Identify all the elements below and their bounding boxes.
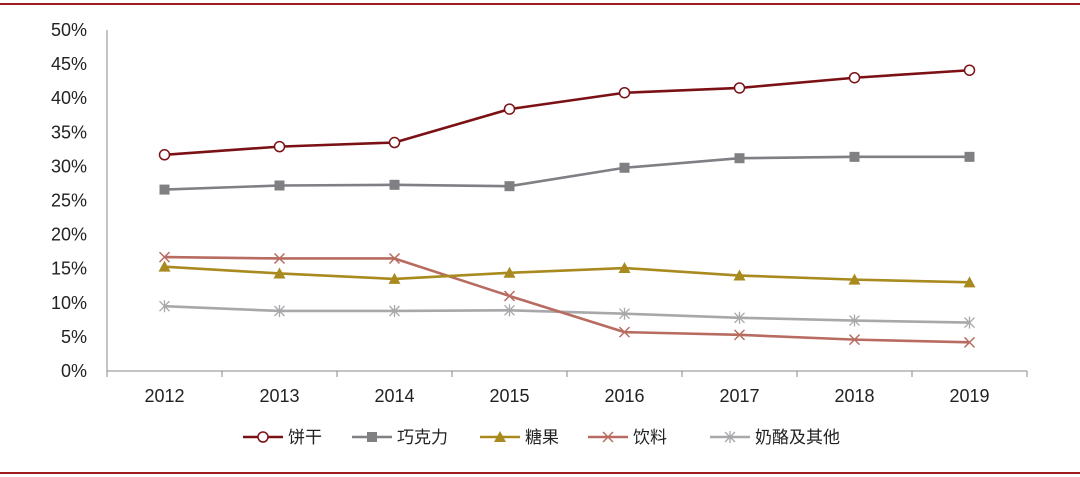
data-point bbox=[388, 136, 401, 149]
data-point bbox=[964, 151, 975, 162]
series-line bbox=[164, 155, 970, 191]
data-point bbox=[274, 304, 285, 317]
data-point bbox=[159, 184, 170, 195]
data-point bbox=[734, 311, 745, 324]
data-point bbox=[158, 260, 171, 272]
series-3 bbox=[158, 260, 976, 288]
data-point bbox=[733, 82, 746, 94]
data-point bbox=[848, 273, 861, 285]
y-tick-label: 35% bbox=[51, 122, 87, 142]
y-tick-label: 15% bbox=[51, 259, 87, 279]
data-point bbox=[274, 180, 285, 191]
y-tick-label: 20% bbox=[51, 225, 87, 245]
data-point bbox=[388, 252, 401, 265]
x-tick-label: 2018 bbox=[834, 386, 874, 406]
y-axis-ticks: 0% 5% 10% 15% 20% 25% 30% 35% 40% 45% 50% bbox=[51, 20, 87, 381]
data-point bbox=[503, 290, 516, 302]
legend-marker bbox=[257, 431, 269, 443]
legend-label: 饼干 bbox=[288, 428, 322, 448]
y-tick-label: 0% bbox=[61, 361, 87, 381]
axes bbox=[106, 30, 1028, 377]
legend-item: 巧克力 bbox=[352, 428, 448, 448]
data-point bbox=[618, 262, 631, 274]
legend-label: 奶酪及其他 bbox=[755, 428, 840, 448]
data-point bbox=[618, 326, 631, 338]
series-line bbox=[164, 265, 970, 284]
legend-item: 奶酪及其他 bbox=[710, 428, 840, 448]
data-point bbox=[503, 266, 516, 278]
data-point bbox=[504, 181, 515, 192]
legend-item: 糖果 bbox=[480, 428, 559, 448]
series-4 bbox=[158, 251, 976, 348]
data-point bbox=[734, 153, 745, 164]
series-line bbox=[164, 304, 970, 324]
y-tick-label: 5% bbox=[61, 327, 87, 347]
series-1 bbox=[158, 64, 976, 161]
data-point bbox=[963, 64, 976, 76]
data-point bbox=[848, 334, 861, 346]
legend-marker bbox=[494, 431, 506, 442]
legend-label: 饮料 bbox=[633, 428, 667, 448]
data-point bbox=[273, 140, 286, 153]
x-tick-label: 2013 bbox=[259, 386, 299, 406]
x-tick-label: 2017 bbox=[719, 386, 759, 406]
data-point bbox=[733, 329, 746, 341]
legend: 饼干 巧克力 糖果 饮料 奶酪及其他 bbox=[243, 428, 840, 448]
y-tick-label: 10% bbox=[51, 293, 87, 313]
legend-label: 巧克力 bbox=[397, 428, 448, 448]
data-point bbox=[963, 276, 976, 288]
data-point bbox=[389, 304, 400, 317]
data-point bbox=[964, 316, 975, 329]
legend-marker bbox=[602, 431, 614, 443]
data-point bbox=[963, 336, 976, 348]
data-point bbox=[504, 304, 515, 317]
legend-item: 饼干 bbox=[243, 428, 322, 448]
y-tick-label: 25% bbox=[51, 191, 87, 211]
data-point bbox=[273, 267, 286, 279]
data-point bbox=[389, 179, 400, 190]
x-tick-label: 2012 bbox=[144, 386, 184, 406]
data-point bbox=[273, 252, 286, 265]
legend-marker bbox=[724, 431, 736, 443]
data-point bbox=[158, 149, 171, 161]
data-point bbox=[159, 300, 170, 313]
legend-label: 糖果 bbox=[525, 428, 559, 448]
x-tick-label: 2014 bbox=[374, 386, 414, 406]
data-point bbox=[849, 314, 860, 327]
x-tick-label: 2016 bbox=[604, 386, 644, 406]
data-point bbox=[849, 151, 860, 162]
data-point bbox=[503, 103, 516, 115]
x-tick-label: 2015 bbox=[489, 386, 529, 406]
data-point bbox=[848, 71, 861, 84]
series-group bbox=[158, 64, 976, 348]
x-tick-label: 2019 bbox=[949, 386, 989, 406]
y-tick-label: 40% bbox=[51, 88, 87, 108]
data-point bbox=[618, 86, 631, 99]
data-point bbox=[388, 272, 401, 284]
data-point bbox=[619, 162, 630, 173]
x-axis-ticks: 2012 2013 2014 2015 2016 2017 2018 2019 bbox=[144, 386, 989, 406]
data-point bbox=[619, 307, 630, 320]
y-tick-label: 45% bbox=[51, 54, 87, 74]
series-5 bbox=[159, 300, 975, 329]
legend-item: 饮料 bbox=[588, 428, 667, 448]
series-line bbox=[164, 68, 970, 157]
legend-marker bbox=[367, 432, 377, 442]
y-tick-label: 30% bbox=[51, 156, 87, 176]
data-point bbox=[158, 251, 171, 263]
series-line bbox=[164, 255, 970, 344]
data-point bbox=[733, 269, 746, 281]
y-tick-label: 50% bbox=[51, 20, 87, 40]
series-2 bbox=[159, 151, 975, 195]
